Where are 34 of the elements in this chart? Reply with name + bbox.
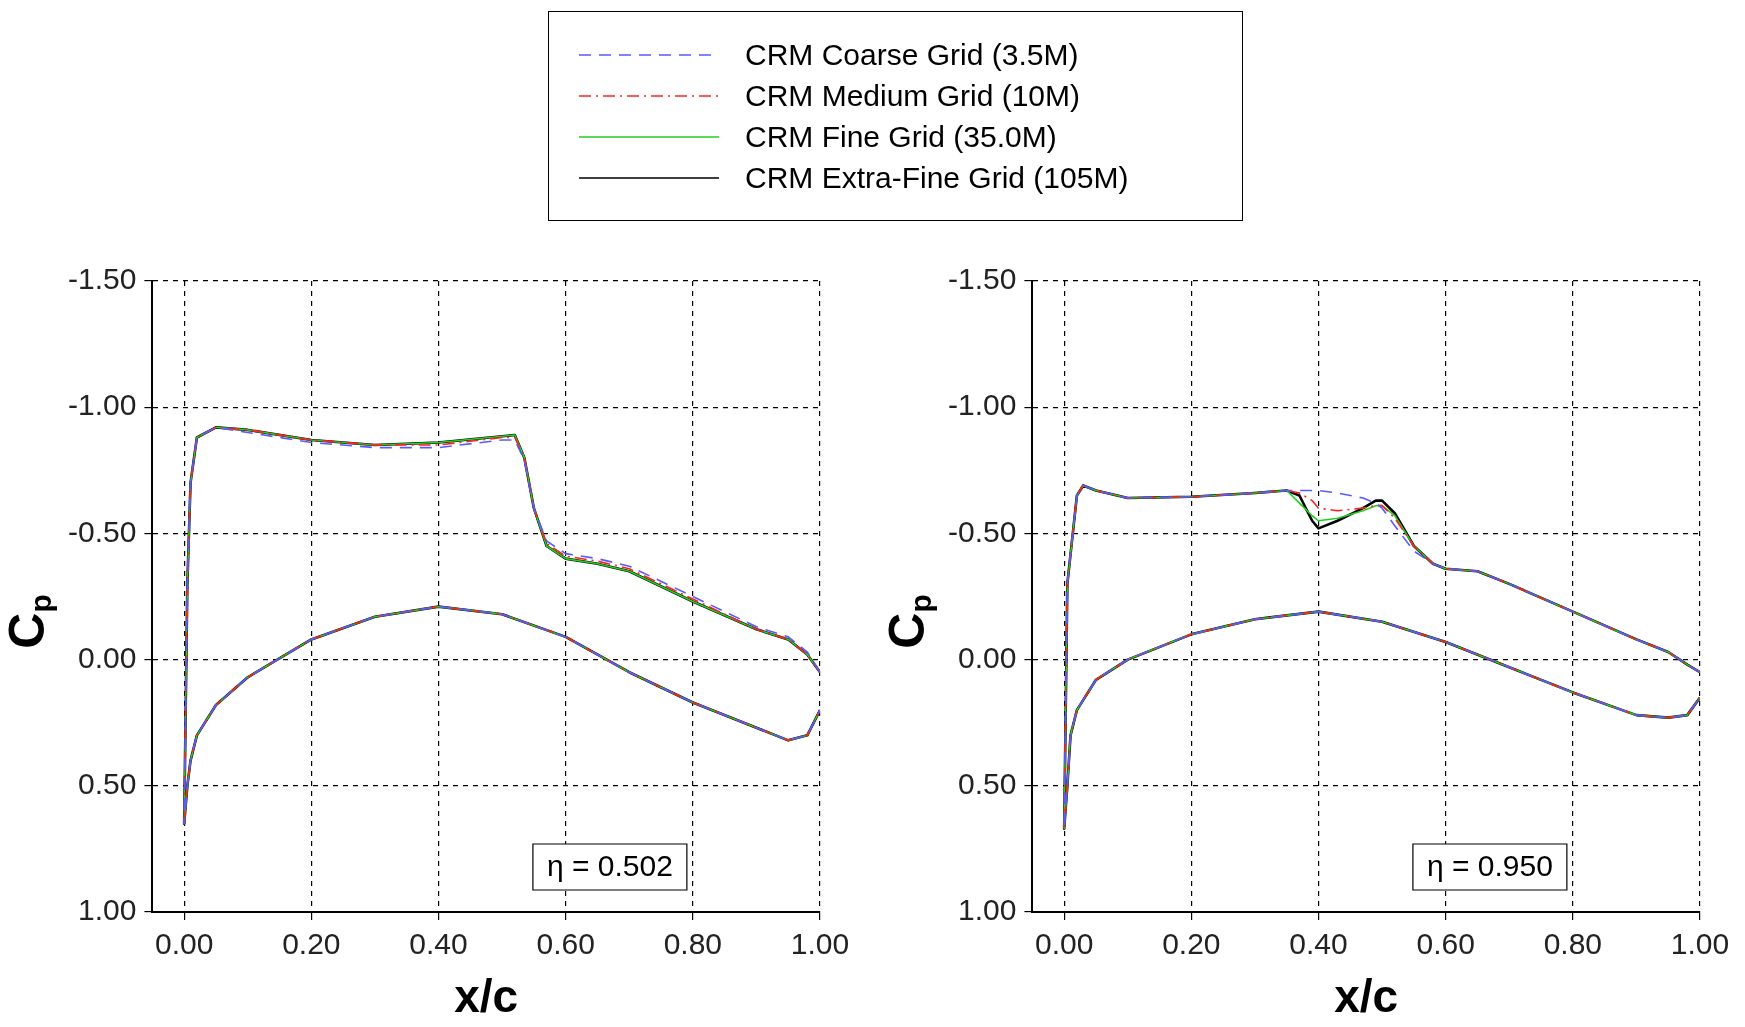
y-tick-label: -1.50 [947,262,1017,296]
x-axis-title: x/c [454,969,519,1022]
y-tick-label: -1.00 [67,388,137,422]
y-tick-label: -1.50 [67,262,137,296]
y-tick-label: -0.50 [947,514,1017,548]
y-axis-title: Cp [0,594,57,649]
y-tick-label: 0.50 [957,767,1017,801]
x-tick-label: 0.40 [409,927,468,961]
x-tick-label: 0.00 [1034,927,1094,961]
legend-label: CRM Fine Grid (35.0M) [745,119,1057,154]
x-tick-label: 1.00 [1670,927,1730,961]
annotation: η = 0.950 [1426,849,1553,883]
x-tick-label: 0.80 [663,927,723,961]
y-tick-label: 0.00 [77,640,137,674]
y-tick-label: 1.00 [77,893,137,927]
x-axis-title: x/c [1334,969,1399,1022]
y-axis-title: Cp [878,594,937,649]
x-tick-label: 0.00 [154,927,214,961]
legend-label: CRM Extra-Fine Grid (105M) [745,160,1129,195]
x-tick-label: 0.20 [1162,927,1221,961]
x-tick-label: 0.20 [282,927,341,961]
annotation: η = 0.502 [546,849,673,883]
x-tick-label: 0.80 [1543,927,1603,961]
y-tick-label: -0.50 [67,514,137,548]
y-tick-label: -1.00 [947,388,1017,422]
y-tick-label: 0.50 [77,767,137,801]
x-tick-label: 0.40 [1289,927,1348,961]
legend-label: CRM Coarse Grid (3.5M) [745,37,1079,72]
legend-label: CRM Medium Grid (10M) [745,78,1081,113]
y-tick-label: 0.00 [957,640,1017,674]
x-tick-label: 0.60 [1416,927,1475,961]
y-tick-label: 1.00 [957,893,1017,927]
x-tick-label: 1.00 [790,927,850,961]
x-tick-label: 0.60 [536,927,595,961]
